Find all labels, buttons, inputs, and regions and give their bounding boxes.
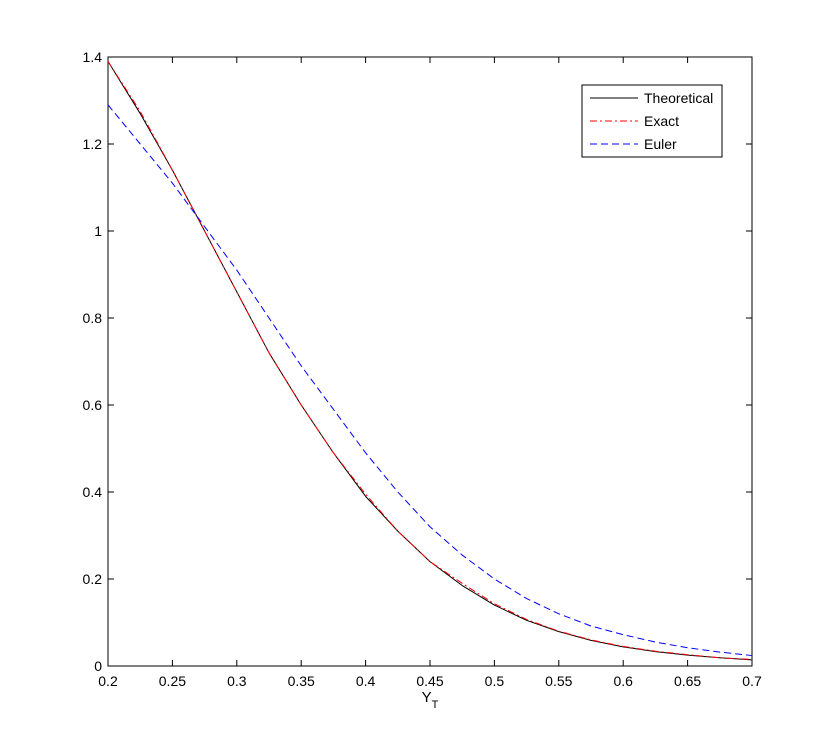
x-axis-title: YT [422,689,439,711]
series-line-theoretical [107,61,753,661]
plot-area [107,56,753,667]
x-tick-label: 0.45 [416,673,443,689]
y-tick-label: 0.4 [83,484,103,500]
x-tick-label: 0.6 [613,673,633,689]
axis-ticks [107,56,753,667]
x-tick-label: 0.55 [545,673,572,689]
x-axis-title-subscript: T [432,699,439,711]
x-tick-label: 0.25 [159,673,186,689]
y-tick-label: 0.6 [83,397,103,413]
x-tick-label: 0.35 [288,673,315,689]
tick-labels: 0.2 0.25 0.3 0.35 0.4 0.45 0.5 0.55 0.6 0.65 0.700… [83,49,762,689]
y-tick-label: 1 [94,223,102,239]
series-line-euler [107,104,753,657]
legend: Theoretical Exact Euler [581,84,723,158]
y-tick-label: 0.2 [83,571,103,587]
x-tick-label: 0.65 [674,673,701,689]
x-tick-label: 0.4 [356,673,376,689]
x-tick-label: 0.5 [485,673,505,689]
x-tick-label: 0.2 [98,673,118,689]
x-axis-title-main: Y [422,689,432,706]
legend-label-theoretical: Theoretical [644,90,713,106]
legend-label-euler: Euler [644,136,677,152]
series-lines [107,61,753,661]
x-tick-label: 0.3 [227,673,247,689]
y-tick-label: 0 [94,658,102,674]
y-tick-label: 1.2 [83,136,103,152]
y-tick-label: 0.8 [83,310,103,326]
x-tick-label: 0.7 [742,673,762,689]
y-tick-label: 1.4 [83,49,103,65]
legend-label-exact: Exact [644,113,679,129]
